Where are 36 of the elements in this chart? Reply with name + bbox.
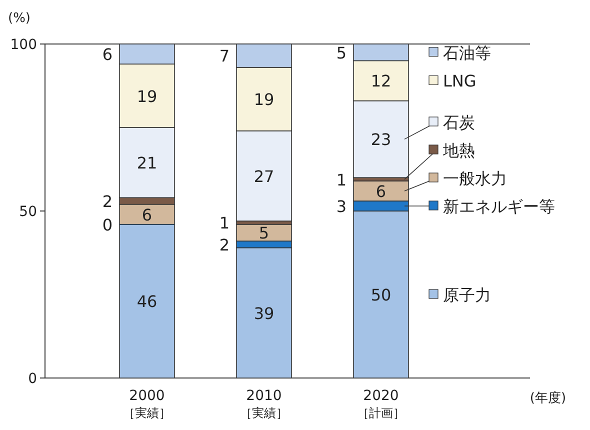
data-label: 23 (370, 130, 392, 150)
data-label: 46 (136, 292, 158, 312)
legend-label: 地熱 (442, 140, 475, 160)
data-label: 6 (376, 182, 386, 201)
y-tick-label: 100 (10, 37, 37, 53)
legend-label: 一般水力 (443, 168, 507, 188)
data-label: 39 (254, 304, 274, 323)
data-label: 19 (136, 86, 158, 106)
data-label: 1 (219, 214, 230, 233)
data-label: 19 (254, 90, 274, 110)
data-label: 6 (102, 45, 112, 64)
data-label: 12 (370, 72, 392, 91)
x-tick-label: 2020 ［計画］ (357, 388, 405, 420)
y-tick-label: 50 (19, 204, 37, 220)
data-label: 2 (102, 192, 112, 211)
data-label: 2 (219, 235, 230, 254)
data-label: 3 (336, 196, 346, 216)
data-label: 5 (336, 43, 346, 62)
legend-label: 石炭 (443, 112, 475, 132)
data-label: 7 (219, 46, 230, 66)
x-axis-title: (年度) (530, 390, 566, 406)
data-label: 21 (136, 154, 158, 173)
legend-label: LNG (443, 72, 476, 91)
data-label: 1 (336, 170, 346, 190)
legend-label: 新エネルギー等 (443, 196, 555, 216)
data-label: 6 (142, 205, 152, 224)
y-axis-title: (%) (8, 11, 30, 26)
annotation: 0 (102, 215, 112, 234)
data-label: 5 (258, 224, 270, 243)
legend-label: 石油等 (443, 43, 491, 62)
x-tick-label: 2000 ［実績］ (123, 388, 171, 420)
y-tick-label: 0 (28, 371, 37, 387)
data-label: 50 (370, 286, 392, 304)
legend-label: 原子力 (443, 286, 491, 304)
data-label: 27 (254, 166, 274, 186)
x-tick-label: 2010 ［実績］ (240, 388, 288, 420)
